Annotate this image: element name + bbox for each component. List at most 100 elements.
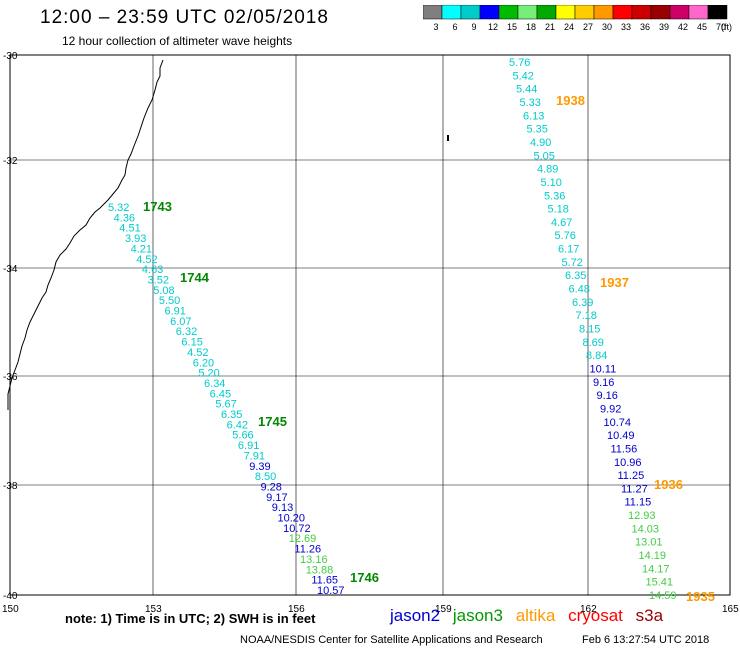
wave-height-label: 13.16 [300,554,328,566]
wave-height-label: 5.72 [562,257,583,269]
wave-height-label: 5.08 [153,285,174,297]
wave-height-label: 5.36 [544,190,565,202]
wave-height-label: 7.18 [576,310,597,322]
wave-height-label: 6.42 [227,419,248,431]
generated-timestamp: Feb 6 13:27:54 UTC 2018 [582,634,710,646]
wave-height-label: 10.96 [614,457,642,469]
wave-height-label: 15.41 [646,577,674,589]
wave-height-label: 4.52 [136,254,157,266]
wave-height-label: 5.10 [541,177,562,189]
wave-height-label: 11.65 [311,575,338,587]
pass-time-label: 1743 [143,199,172,214]
wave-height-label: 4.67 [551,217,572,229]
legend-cryosat: cryosat [568,606,623,625]
credit-line: NOAA/NESDIS Center for Satellite Applica… [240,634,543,646]
wave-height-label: 4.36 [114,212,135,224]
pass-time-label: 1936 [654,477,683,492]
color-scale-label: 70 [715,22,726,32]
wave-height-label: 4.51 [119,223,140,235]
coastline [7,59,164,410]
pass-time-label: 1937 [600,275,629,290]
wave-height-label: 14.19 [639,550,667,562]
color-scale-label: 42 [677,22,688,32]
wave-height-label: 5.18 [548,204,569,216]
wave-height-label: 10.49 [607,430,635,442]
color-scale-label: 6 [452,22,458,32]
wave-height-label: 6.91 [238,440,259,452]
longitude-tick-label: 156 [288,604,305,615]
wave-height-label: 8.15 [579,324,600,336]
pass-time-label: 1938 [556,93,585,108]
wave-height-label: 6.13 [523,110,544,122]
wave-height-label: 6.20 [193,357,214,369]
wave-height-label: 6.45 [210,388,231,400]
wave-height-label: 8.84 [586,350,607,362]
wave-height-label: 9.16 [593,377,614,389]
latitude-tick-label: -34 [3,264,18,275]
color-scale-label: 18 [525,22,536,32]
color-scale-label: 36 [639,22,650,32]
color-scale-label: 15 [506,22,517,32]
wave-height-label: 5.32 [108,202,129,214]
pass-time-label: 1744 [180,270,210,285]
wave-height-label: 5.66 [232,430,253,442]
wave-height-label: 14.17 [642,563,670,575]
axis-tick-labels: -30 -32 -34 -36 -38 -40 150 153 156 159 162 165 [2,51,739,615]
longitude-tick-label: 162 [580,604,597,615]
wave-height-label: 13.88 [306,564,334,576]
map-frame [9,54,731,596]
wave-height-label: 12.69 [289,533,317,545]
wave-height-label: 8.69 [583,337,604,349]
longitude-tick-label: 153 [145,604,162,615]
wave-height-label: 13.01 [635,537,663,549]
wave-height-label: 14.03 [632,523,660,535]
satellite-track-west: 5.324.364.513.934.214.524.633.525.085.50… [108,199,379,597]
wave-height-label: 5.05 [534,150,555,162]
latitude-tick-label: -40 [3,591,18,602]
color-scale-label: 9 [471,22,477,32]
wave-height-label: 5.67 [215,399,236,411]
wave-height-label: 9.39 [249,461,270,473]
map-grid [9,54,731,596]
wave-height-label: 4.63 [142,264,163,276]
wave-height-label: 5.33 [520,97,541,109]
wave-height-label: 10.72 [283,523,311,535]
wave-height-label: 4.89 [537,164,558,176]
color-scale-label: 21 [544,22,555,32]
wave-height-label: 8.50 [255,471,276,483]
wave-height-label: 6.48 [569,284,590,296]
wave-height-label: 6.32 [176,326,197,338]
wave-height-label: 5.44 [516,84,537,96]
wave-height-label: 11.26 [294,544,321,556]
pass-time-label: 1935 [686,589,715,604]
wave-height-label: 9.16 [597,390,618,402]
wave-height-label: 5.76 [509,57,530,69]
wave-height-label: 3.93 [125,233,146,245]
color-scale-bar [423,5,728,20]
wave-height-label: 5.20 [198,368,219,380]
wave-height-label: 9.17 [266,492,287,504]
color-scale-labels: 3 6 9 12 15 18 21 24 27 30 33 36 39 42 45 70 (ft) [423,22,740,36]
satellite-track-east: 5.765.425.445.336.135.354.905.054.895.10… [509,57,715,604]
legend-jason2: jason2 [390,606,441,625]
wave-height-label: 6.34 [204,378,225,390]
wave-height-label: 6.91 [164,306,185,318]
wave-height-label: 5.76 [555,230,576,242]
color-scale-unit: (ft) [721,22,732,32]
color-swatch [707,5,728,20]
wave-height-label: 11.56 [611,443,638,455]
wave-height-label: 9.92 [600,403,621,415]
color-scale-label: 30 [601,22,612,32]
color-scale-label: 12 [487,22,498,32]
wave-height-label: 5.35 [527,124,548,136]
color-scale-label: 45 [696,22,707,32]
page-subtitle: 12 hour collection of altimeter wave hei… [62,34,293,48]
pass-time-label: 1745 [258,414,287,429]
wave-height-label: 6.17 [558,244,579,256]
pass-time-label: 1746 [350,570,379,585]
color-scale-label: 27 [582,22,593,32]
wave-height-label: 6.39 [572,297,593,309]
color-scale-label: 24 [563,22,574,32]
wave-height-label: 5.50 [159,295,180,307]
wave-height-label: 3.52 [148,274,169,286]
